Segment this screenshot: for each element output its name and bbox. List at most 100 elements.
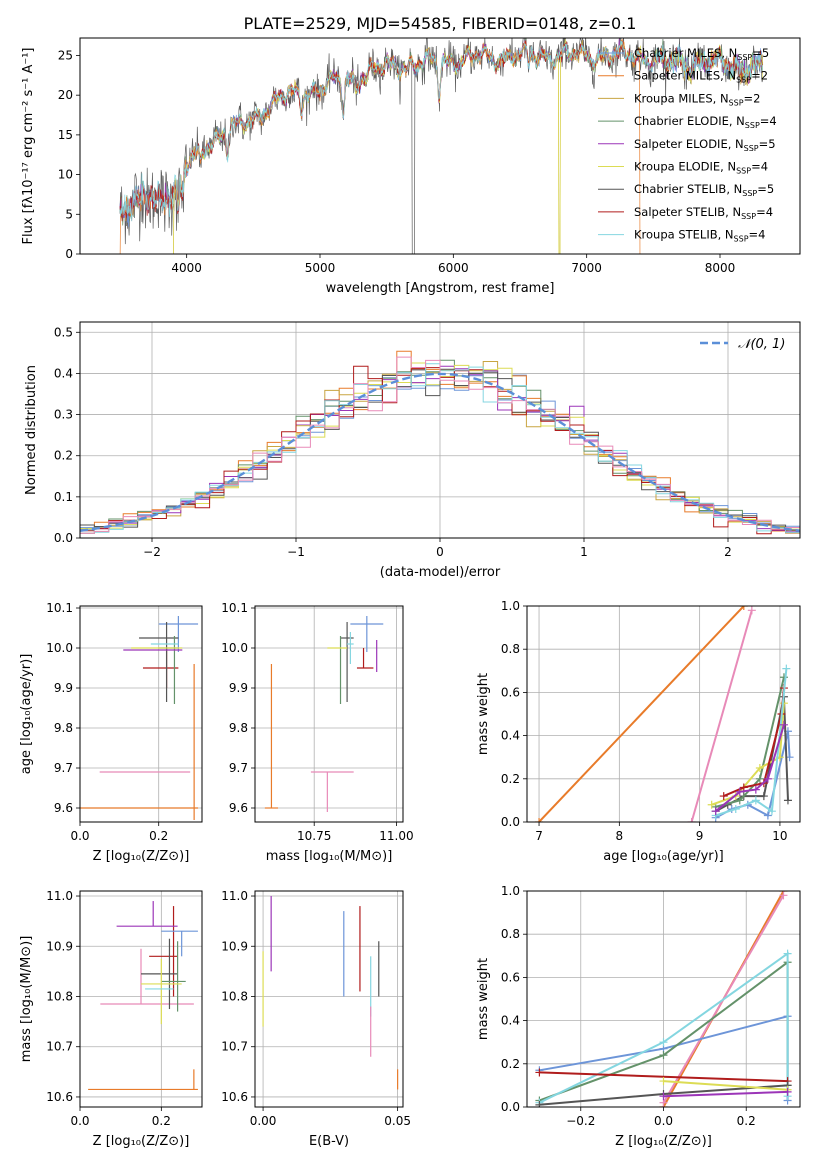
axes-frame: [79, 890, 203, 1108]
weight-marker: [779, 673, 788, 682]
errorbar-point-4: [139, 622, 179, 702]
x-tick-label: 10.75: [297, 829, 331, 843]
x-tick-label: 7000: [571, 261, 602, 275]
y-tick-label: 9.8: [229, 721, 248, 735]
weight-marker: [731, 805, 740, 814]
axes-frame: [254, 890, 404, 1108]
legend-entry: Salpeter MILES, NSSP=2: [634, 69, 768, 85]
y-tick-label: 11.0: [221, 889, 248, 903]
x-tick-label: 7: [535, 829, 543, 843]
weight-marker: [535, 1068, 544, 1077]
y-tick-label: 0: [65, 247, 73, 261]
weight-line-8: [663, 1090, 788, 1098]
weight-line-7: [663, 1080, 788, 1091]
plot-area-weight_vs_Z: [535, 891, 792, 1107]
errorbar-point-0: [88, 1069, 198, 1091]
x-tick-label: 8000: [705, 261, 736, 275]
y-axis-label: mass weight: [476, 673, 491, 755]
weight-marker: [535, 818, 544, 822]
y-tick-label: 9.8: [54, 721, 73, 735]
legend-entry: Salpeter STELIB, NSSP=4: [634, 205, 773, 221]
y-tick-label: 9.7: [229, 761, 248, 775]
x-axis-label: age [log₁₀(age/yr)]: [603, 849, 724, 864]
gaussian-curve: [80, 372, 800, 532]
x-tick-label: 0.0: [654, 1114, 673, 1128]
weight-marker: [783, 796, 792, 805]
y-tick-label: 1.0: [501, 884, 520, 898]
x-axis-label: wavelength [Angstrom, rest frame]: [326, 281, 555, 296]
errorbar-point-8: [347, 632, 354, 664]
panel-age_vs_mass: 10.75 11.00 9.6 9.7 9.8 9.9 10.0 10.1 mass [log₁…: [221, 601, 413, 864]
plot-area-residuals: [80, 350, 800, 538]
errorbar-point-1: [310, 771, 354, 812]
panel-residuals: −2 −1 0 1 2 0.0 0.1 0.2 0.3 0.4 0.5 (data-model)/er…: [24, 321, 801, 580]
x-tick-label: 0: [436, 545, 444, 559]
errorbar-point-6: [141, 958, 182, 1025]
x-axis-label: E(B-V): [309, 1134, 349, 1149]
x-tick-label: 5000: [305, 261, 336, 275]
x-tick-label: −0.2: [566, 1114, 595, 1128]
weight-marker: [687, 818, 696, 822]
plot-area-age_vs_mass: [264, 616, 384, 812]
y-tick-label: 10.6: [46, 1090, 73, 1104]
errorbar-point-3: [161, 930, 198, 957]
axes-frame: [526, 890, 801, 1108]
weight-marker: [739, 783, 748, 792]
weight-line-5: [539, 1071, 788, 1083]
x-tick-label: 10: [772, 829, 787, 843]
errorbar-point-4: [141, 938, 178, 1010]
x-tick-label: 0.2: [152, 1114, 171, 1128]
legend-entry: Kroupa ELODIE, NSSP=4: [634, 160, 768, 176]
errorbar-point-0: [264, 664, 279, 809]
y-tick-label: 0.4: [54, 366, 73, 380]
errorbar-point-5: [158, 636, 179, 704]
weight-marker: [763, 811, 772, 820]
y-tick-label: 10.6: [221, 1090, 248, 1104]
y-tick-label: 0.4: [501, 1014, 520, 1028]
x-tick-label: 0.00: [250, 1114, 277, 1128]
y-tick-label: 0.2: [501, 1057, 520, 1071]
y-tick-label: 9.7: [54, 761, 73, 775]
weight-marker: [739, 606, 748, 610]
panel-mass_vs_Z: 0.0 0.2 10.6 10.7 10.8 10.9 11.0 Z [log₁₀(Z/Z⊙)…: [19, 889, 203, 1149]
y-tick-label: 10.8: [46, 989, 73, 1003]
errorbar-point-0: [80, 664, 199, 820]
weight-marker: [659, 1077, 668, 1086]
weight-line-1: [690, 610, 753, 822]
plots-layer: 4000 5000 6000 7000 80000510152025wavelength…: [19, 37, 801, 1149]
y-tick-label: 0.1: [54, 490, 73, 504]
spectrum-line-8: [119, 40, 764, 222]
weight-marker: [751, 796, 760, 805]
plot-area-mass_vs_EBV: [262, 896, 399, 1090]
weight-marker: [755, 774, 764, 783]
x-tick-label: 0.05: [384, 1114, 411, 1128]
panel-age_vs_Z: 0.0 0.2 9.6 9.7 9.8 9.9 10.0 10.1 Z [log₁₀(Z/Z⊙)…: [19, 601, 203, 864]
legend-entry: Chabrier MILES, NSSP=5: [634, 46, 769, 62]
y-tick-label: 20: [58, 88, 73, 102]
errorbar-point-2: [142, 648, 179, 688]
x-tick-label: 6000: [438, 261, 469, 275]
y-tick-label: 10: [58, 168, 73, 182]
panel-spectrum: 4000 5000 6000 7000 8000 0 5 10 15 20 25 wavelength…: [21, 37, 801, 296]
weight-marker: [767, 807, 776, 816]
y-tick-label: 10.8: [221, 989, 248, 1003]
y-tick-label: 25: [58, 48, 73, 62]
y-tick-label: 5: [65, 207, 73, 221]
weight-marker: [783, 949, 792, 958]
plot-area-age_vs_Z: [80, 616, 199, 820]
y-axis-label: Normed distribution: [24, 365, 39, 495]
y-tick-label: 0.2: [501, 772, 520, 786]
legend: 𝒩(0, 1): [700, 337, 785, 352]
plot-area-mass_vs_Z: [88, 901, 198, 1091]
plot-area-weight_vs_age: [535, 606, 794, 822]
y-tick-label: 0.6: [501, 685, 520, 699]
legend-entry: Chabrier ELODIE, NSSP=4: [634, 114, 777, 130]
y-tick-label: 0.5: [54, 325, 73, 339]
axes-frame: [79, 37, 801, 255]
y-axis-label: age [log₁₀(age/yr)]: [19, 654, 34, 775]
axes-frame: [79, 605, 203, 823]
weight-marker: [763, 774, 772, 783]
y-tick-label: 0.8: [501, 927, 520, 941]
y-tick-label: 0.8: [501, 642, 520, 656]
